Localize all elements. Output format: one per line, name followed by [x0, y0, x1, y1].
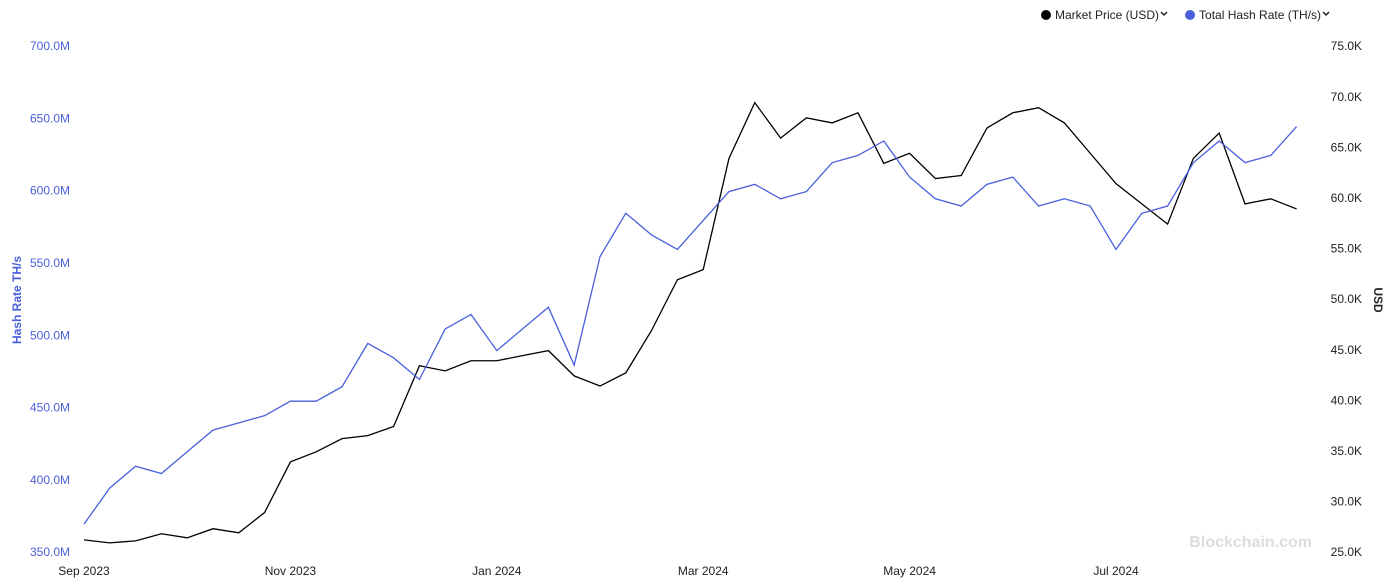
x-tick-label: May 2024	[883, 564, 936, 578]
y2-tick-label: 75.0K	[1331, 39, 1362, 53]
y2-tick-label: 30.0K	[1331, 495, 1362, 509]
watermark: Blockchain.com	[1189, 534, 1312, 551]
y-tick-label: 450.0M	[30, 401, 70, 415]
legend-marker	[1185, 10, 1196, 20]
x-tick-label: Jul 2024	[1093, 564, 1139, 578]
legend-marker	[1041, 10, 1051, 20]
y-tick-label: 550.0M	[30, 256, 70, 270]
y-tick-label: 500.0M	[30, 328, 70, 342]
y-tick-label: 600.0M	[30, 184, 70, 198]
line	[83, 101, 1297, 544]
legend-chevron	[1160, 11, 1168, 17]
legend-label[interactable]: Total Hash Rate (TH/s)	[1199, 8, 1321, 22]
x-tick-label: Jan 2024	[472, 564, 522, 578]
y-tick-label: 650.0M	[30, 111, 70, 125]
y2-tick-label: 45.0K	[1331, 343, 1362, 357]
line	[83, 126, 1298, 525]
y2-tick-label: 35.0K	[1331, 444, 1362, 458]
y2-tick-label: 60.0K	[1331, 191, 1362, 205]
y2-tick-label: 25.0K	[1331, 545, 1362, 559]
y2-tick-label: 70.0K	[1331, 90, 1362, 104]
y-tick-label: 700.0M	[30, 39, 70, 53]
x-tick-label: Nov 2023	[265, 564, 317, 578]
y2-tick-label: 50.0K	[1331, 292, 1362, 306]
legend-chevron	[1322, 11, 1330, 17]
y2-tick-label: 65.0K	[1331, 140, 1362, 154]
x-tick-label: Mar 2024	[678, 564, 729, 578]
y2-tick-label: 55.0K	[1331, 242, 1362, 256]
y-tick-label: 400.0M	[30, 473, 70, 487]
y-tick-label: 350.0M	[30, 545, 70, 559]
legend-label[interactable]: Market Price (USD)	[1055, 8, 1159, 22]
y2-tick-label: 40.0K	[1331, 393, 1362, 407]
y-axis-label: Hash Rate TH/s	[10, 256, 24, 344]
x-tick-label: Sep 2023	[58, 564, 110, 578]
y2-axis-label: USD	[1371, 287, 1385, 313]
